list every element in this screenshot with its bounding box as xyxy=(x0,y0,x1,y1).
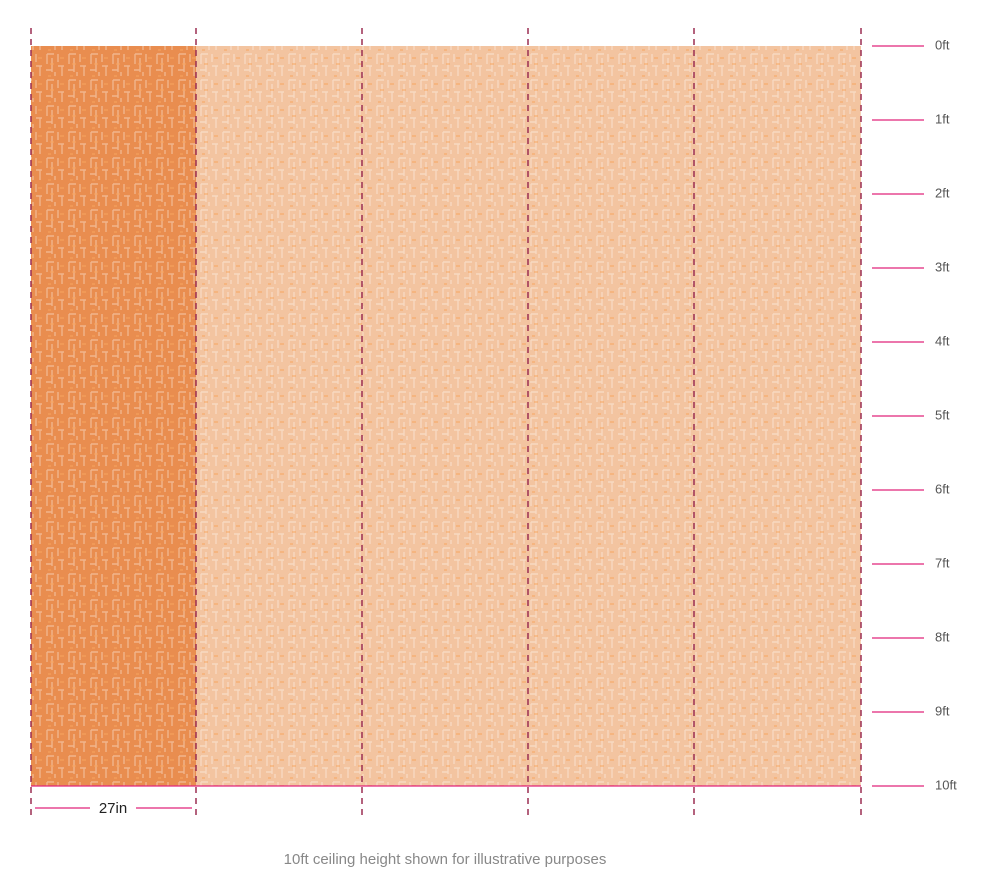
height-label: 8ft xyxy=(935,629,950,644)
panels xyxy=(31,46,861,786)
height-label: 2ft xyxy=(935,185,950,200)
height-label: 9ft xyxy=(935,703,950,718)
caption: 10ft ceiling height shown for illustrati… xyxy=(284,851,607,868)
height-label: 3ft xyxy=(935,259,950,274)
height-label: 5ft xyxy=(935,407,950,422)
height-label: 4ft xyxy=(935,333,950,348)
pattern-overlay xyxy=(31,46,861,786)
height-label: 1ft xyxy=(935,111,950,126)
height-label: 0ft xyxy=(935,37,950,52)
panel-width-label: 27in xyxy=(99,800,127,817)
height-label: 6ft xyxy=(935,481,950,496)
height-label: 10ft xyxy=(935,777,957,792)
height-label: 7ft xyxy=(935,555,950,570)
height-scale: 0ft 1ft 2ft 3ft 4ft 5ft 6ft 7ft 8ft 9ft 10ft xyxy=(872,37,957,792)
